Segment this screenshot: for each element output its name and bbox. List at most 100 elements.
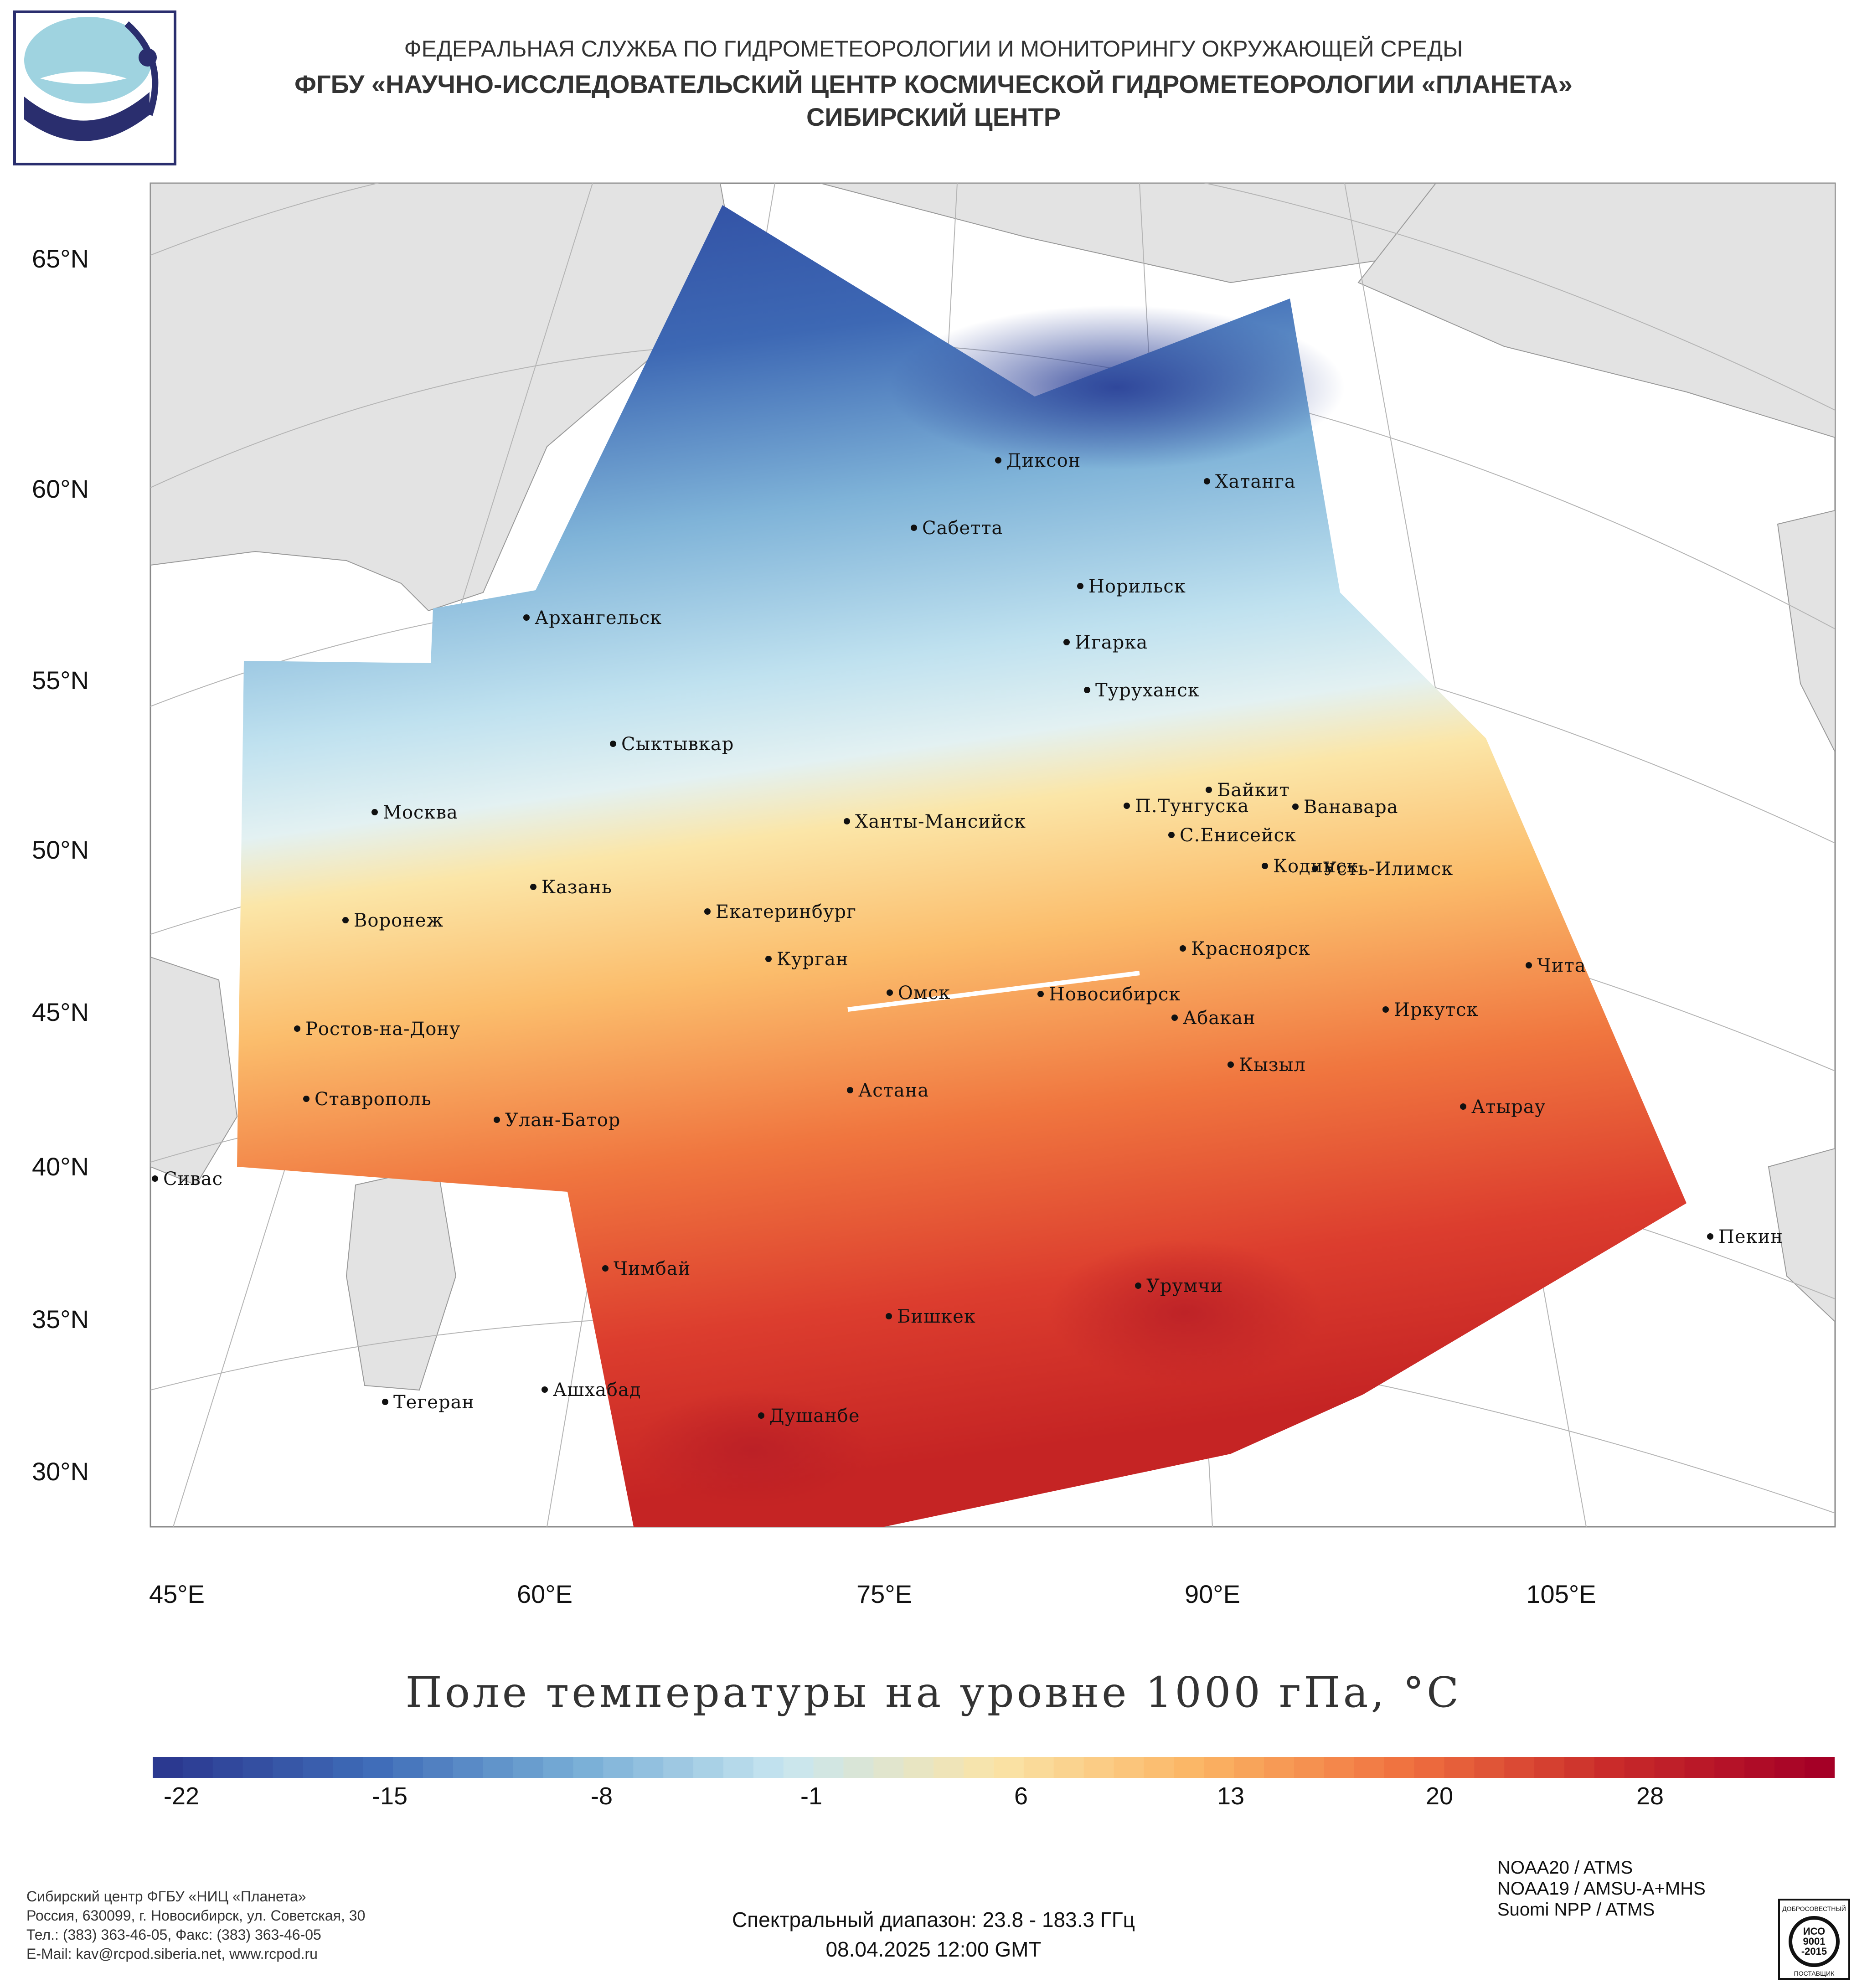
colorbar-band	[393, 1757, 423, 1778]
colorbar-band	[1324, 1757, 1355, 1778]
lat-label: 30°N	[32, 1457, 89, 1486]
org-contacts: Сибирский центр ФГБУ «НИЦ «Планета» Росс…	[26, 1887, 365, 1963]
colorbar-tick: -15	[371, 1782, 408, 1810]
city-dot	[758, 1412, 764, 1419]
city-label: Улан-Батор	[505, 1110, 620, 1131]
city-dot	[1124, 803, 1130, 809]
city-label: Казань	[542, 877, 612, 898]
city-label: Душанбе	[769, 1406, 860, 1427]
colorbar-band	[994, 1757, 1024, 1778]
colorbar-band	[1474, 1757, 1505, 1778]
badge-top-text: ДОБРОСОВЕСТНЫЙ	[1782, 1905, 1846, 1912]
lat-label: 65°N	[32, 244, 89, 273]
lon-label: 105°E	[1526, 1580, 1596, 1608]
colorbar-band	[333, 1757, 364, 1778]
lon-label: 60°E	[516, 1580, 573, 1608]
colorbar-band	[663, 1757, 694, 1778]
swath-gap	[847, 971, 1140, 1012]
city-dot	[995, 457, 1001, 464]
colorbar-tick: -8	[590, 1782, 613, 1810]
city-label: Пекин	[1718, 1226, 1783, 1247]
colorbar-band	[453, 1757, 484, 1778]
lon-label: 75°E	[856, 1580, 913, 1608]
city-label: П.Тунгуска	[1135, 796, 1249, 817]
city-dot	[523, 614, 530, 621]
city-dot	[1312, 865, 1318, 872]
warm-area	[634, 1390, 871, 1509]
colorbar-band	[1414, 1757, 1445, 1778]
city-label: Курган	[777, 949, 849, 970]
city-label: Екатеринбург	[716, 901, 856, 922]
org-line: Сибирский центр ФГБУ «НИЦ «Планета»	[26, 1888, 306, 1905]
city-dot	[1707, 1233, 1713, 1240]
lat-label: 50°N	[32, 835, 89, 864]
city-dot	[886, 1313, 892, 1319]
city-dot	[1063, 639, 1070, 645]
satellite-item: NOAA19 / AMSU-A+MHS	[1497, 1879, 1706, 1899]
city-label: Москва	[383, 802, 458, 823]
badge-bottom-text: ПОСТАВЩИК	[1794, 1970, 1835, 1977]
city-label: Игарка	[1075, 632, 1148, 653]
colorbar-band	[1594, 1757, 1625, 1778]
colorbar-band	[783, 1757, 814, 1778]
city-label: Омск	[898, 983, 950, 1004]
city-dot	[152, 1175, 158, 1182]
colorbar-band	[843, 1757, 874, 1778]
city-dot	[1171, 1015, 1178, 1021]
colorbar-band	[1114, 1757, 1145, 1778]
city-label: Сыктывкар	[621, 734, 734, 755]
lat-label: 45°N	[32, 998, 89, 1026]
colorbar-band	[1534, 1757, 1565, 1778]
city-label: Ханты-Мансийск	[855, 811, 1026, 832]
colorbar-band	[964, 1757, 994, 1778]
colorbar-band	[483, 1757, 514, 1778]
colorbar-band	[903, 1757, 934, 1778]
colorbar-band	[1053, 1757, 1084, 1778]
city-dot	[342, 917, 349, 923]
colorbar-band	[1354, 1757, 1385, 1778]
city-dot	[530, 884, 536, 890]
colorbar-tick: 6	[1014, 1782, 1028, 1810]
city-label: Норильск	[1088, 576, 1186, 597]
city-label: Новосибирск	[1049, 984, 1181, 1005]
city-dot	[765, 956, 772, 962]
satellite-item: Suomi NPP / ATMS	[1497, 1900, 1655, 1920]
colorbar-band	[1564, 1757, 1595, 1778]
colorbar-band	[423, 1757, 454, 1778]
iso-badge: ДОБРОСОВЕСТНЫЙ ИСО 9001 -2015 ПОСТАВЩИК	[1778, 1899, 1850, 1980]
satellite-list: NOAA20 / ATMS NOAA19 / AMSU-A+MHS Suomi …	[1497, 1857, 1706, 1920]
city-label: Урумчи	[1146, 1276, 1223, 1297]
city-dot	[1292, 803, 1299, 810]
colorbar-band	[1444, 1757, 1475, 1778]
city-dot	[1135, 1282, 1141, 1289]
city-label: Атырау	[1471, 1097, 1546, 1118]
colorbar-band	[603, 1757, 634, 1778]
colorbar-band	[1023, 1757, 1054, 1778]
colorbar-band	[753, 1757, 784, 1778]
city-label: Туруханск	[1095, 680, 1200, 701]
colorbar-band	[1624, 1757, 1655, 1778]
colorbar-tick: 28	[1636, 1782, 1664, 1810]
colorbar-band	[153, 1757, 183, 1778]
colorbar	[153, 1757, 1835, 1778]
lat-label: 55°N	[32, 666, 89, 695]
org-line: Тел.: (383) 363-46-05, Факс: (383) 363-4…	[26, 1926, 321, 1943]
city-label: Сивас	[163, 1169, 223, 1190]
city-dot	[844, 818, 850, 824]
datetime: 08.04.2025 12:00 GMT	[825, 1937, 1042, 1961]
colorbar-band	[513, 1757, 544, 1778]
header-center: СИБИРСКИЙ ЦЕНТР	[806, 103, 1061, 131]
colorbar-band	[182, 1757, 213, 1778]
lat-label: 35°N	[32, 1305, 89, 1334]
city-label: Ставрополь	[315, 1089, 432, 1110]
city-dot	[1180, 945, 1186, 952]
city-label: Тегеран	[393, 1392, 474, 1413]
colorbar-band	[1204, 1757, 1235, 1778]
lon-label: 45°E	[149, 1580, 205, 1608]
warm-area	[1048, 1240, 1322, 1385]
city-label: Диксон	[1006, 450, 1081, 471]
temperature-map: Диксон Хатанга Сабетта Норильск Архангельск И…	[150, 182, 1836, 1528]
colorbar-band	[813, 1757, 844, 1778]
city-dot	[371, 809, 378, 815]
city-dot	[1077, 583, 1083, 589]
